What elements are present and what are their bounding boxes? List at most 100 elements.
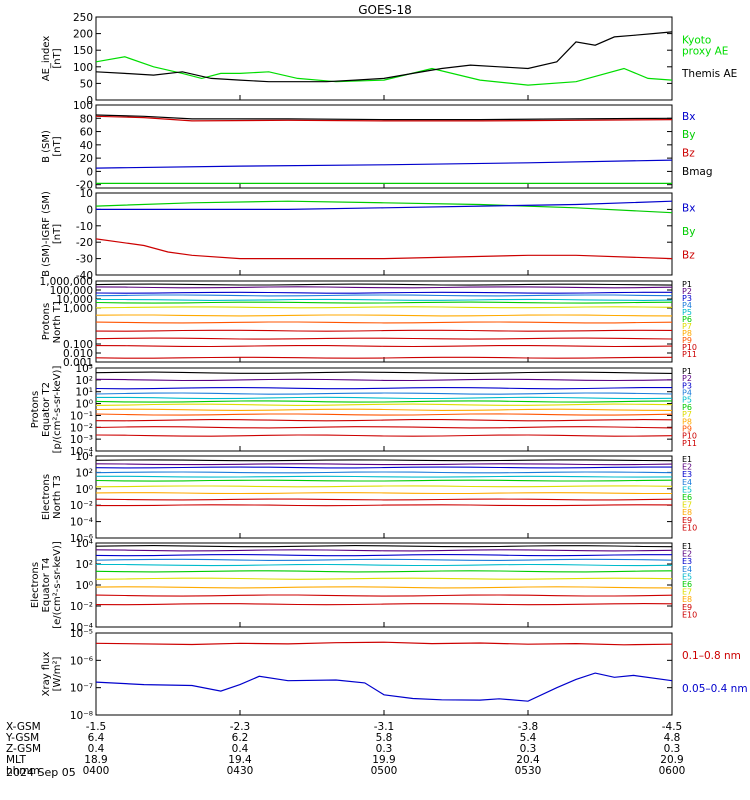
legend-entry: E8: [682, 508, 692, 517]
y-axis-label: [W/m²]: [52, 656, 63, 691]
legend-entry: E2: [682, 463, 692, 472]
series-line: [96, 329, 672, 332]
series-line: [96, 459, 672, 462]
y-axis-label: Electrons: [41, 474, 52, 520]
legend-entry: E10: [682, 523, 697, 532]
y-tick-label: 1,000,000: [40, 276, 93, 288]
series-line: [96, 498, 672, 501]
y-tick-label: 60: [80, 127, 93, 139]
series-line: [96, 426, 672, 429]
series-line: [96, 56, 672, 86]
y-tick-label: 1,000: [63, 303, 93, 315]
legend-entry: E2: [682, 550, 692, 559]
x-axis-value: 0600: [659, 765, 686, 777]
series-line: [96, 400, 672, 403]
y-tick-label: 10²: [75, 467, 93, 479]
panel-6: 10⁴ 10² 10⁰ 10⁻² 10⁻⁴ 10⁻⁶ Electrons North T3 E1…: [41, 451, 697, 545]
y-tick-label: 100,000: [50, 285, 93, 297]
legend-entry: 0.1–0.8 nm: [682, 650, 741, 662]
series-line: [96, 434, 672, 437]
series-line: [96, 403, 672, 406]
panel-7: 10⁴ 10² 10⁰ 10⁻² 10⁻⁴ Electrons Equator T4 [e/(…: [30, 538, 697, 634]
legend-entry: P10: [682, 432, 697, 441]
y-tick-label: 10⁻⁷: [70, 683, 93, 695]
legend-entry: E9: [682, 516, 692, 525]
series-line: [96, 314, 672, 317]
x-axis-value: -2.3: [230, 721, 251, 733]
y-tick-label: -20: [76, 237, 93, 249]
legend-entry: P11: [682, 439, 697, 448]
y-tick-label: -10: [76, 221, 93, 233]
series-line: [96, 283, 672, 286]
x-axis-row-label: hhmm: [6, 765, 40, 777]
series-line: [96, 603, 672, 606]
y-tick-label: 10⁻⁴: [70, 446, 93, 458]
x-axis-value: 5.4: [520, 732, 537, 744]
legend-entry: P6: [682, 403, 692, 412]
y-tick-label: 80: [80, 113, 93, 125]
y-tick-label: 10⁻³: [70, 434, 93, 446]
y-axis-label: Protons: [30, 391, 41, 428]
series-line: [96, 492, 672, 495]
y-tick-label: 250: [73, 12, 93, 24]
y-tick-label: 10,000: [56, 294, 93, 306]
panel-frame: [95, 192, 673, 276]
y-tick-label: 10⁻⁴: [70, 517, 93, 529]
legend-entry: E3: [682, 557, 692, 566]
y-axis-label: North T1: [52, 300, 63, 344]
legend-entry: P3: [682, 294, 692, 303]
x-axis-value: 20.9: [660, 754, 683, 766]
panel-8: 10⁻⁵ 10⁻⁶ 10⁻⁷ 10⁻⁸ Xray flux [W/m²] 0.1–0.8 n…: [41, 628, 748, 722]
series-group: [96, 545, 672, 606]
y-tick-label: 10⁻⁵: [70, 628, 93, 640]
legend-entry: E5: [682, 572, 692, 581]
y-axis-label: B (SM): [41, 130, 52, 163]
legend-entry: E9: [682, 603, 692, 612]
x-axis-value: 0530: [515, 765, 542, 777]
y-tick-label: 10¹: [75, 387, 93, 399]
legend-entry: Bz: [682, 250, 695, 262]
legend-entry: E6: [682, 580, 692, 589]
legend-entry: proxy AE: [682, 46, 728, 58]
y-tick-label: 10²: [75, 375, 93, 387]
series-line: [96, 301, 672, 304]
y-tick-label: 10⁻²: [70, 601, 93, 613]
series-group: [96, 459, 672, 507]
legend-entry: E7: [682, 501, 692, 510]
y-tick-label: 0.100: [63, 339, 93, 351]
y-tick-label: 0.001: [63, 357, 93, 369]
legend-entry: P6: [682, 315, 692, 324]
panel-frame: [95, 16, 673, 101]
legend-entry: P11: [682, 350, 697, 359]
series-line: [96, 408, 672, 411]
legend-entry: E10: [682, 610, 697, 619]
y-axis-label: B (SM)-IGRF (SM): [41, 191, 52, 277]
series-group: [96, 31, 672, 86]
legend-entry: P5: [682, 396, 692, 405]
legend-entry: P9: [682, 336, 692, 345]
x-axis-table: X-GSMY-GSMZ-GSMMLThhmm-1.56.40.418.90400…: [5, 721, 685, 777]
legend-entry: 0.05–0.4 nm: [682, 683, 748, 695]
x-axis-row-label: Y-GSM: [5, 732, 39, 744]
panel-frame: [95, 632, 673, 716]
series-group: [96, 114, 672, 184]
series-line: [96, 554, 672, 557]
x-axis-value: 5.8: [376, 732, 393, 744]
x-axis-value: -1.5: [86, 721, 107, 733]
series-line: [96, 413, 672, 416]
legend-entry: P5: [682, 308, 692, 317]
series-line: [96, 337, 672, 340]
y-axis-label: Electrons: [30, 562, 41, 608]
series-line: [96, 286, 672, 289]
y-tick-label: 50: [80, 78, 93, 90]
y-tick-label: 10⁻¹: [70, 410, 93, 422]
series-line: [96, 471, 672, 474]
x-axis-value: -3.1: [374, 721, 395, 733]
y-tick-label: 40: [80, 140, 93, 152]
legend-entry: Bx: [682, 203, 695, 215]
y-tick-label: 0: [86, 95, 93, 107]
legend-entry: By: [682, 226, 695, 238]
y-axis-label: Xray flux: [41, 652, 52, 697]
